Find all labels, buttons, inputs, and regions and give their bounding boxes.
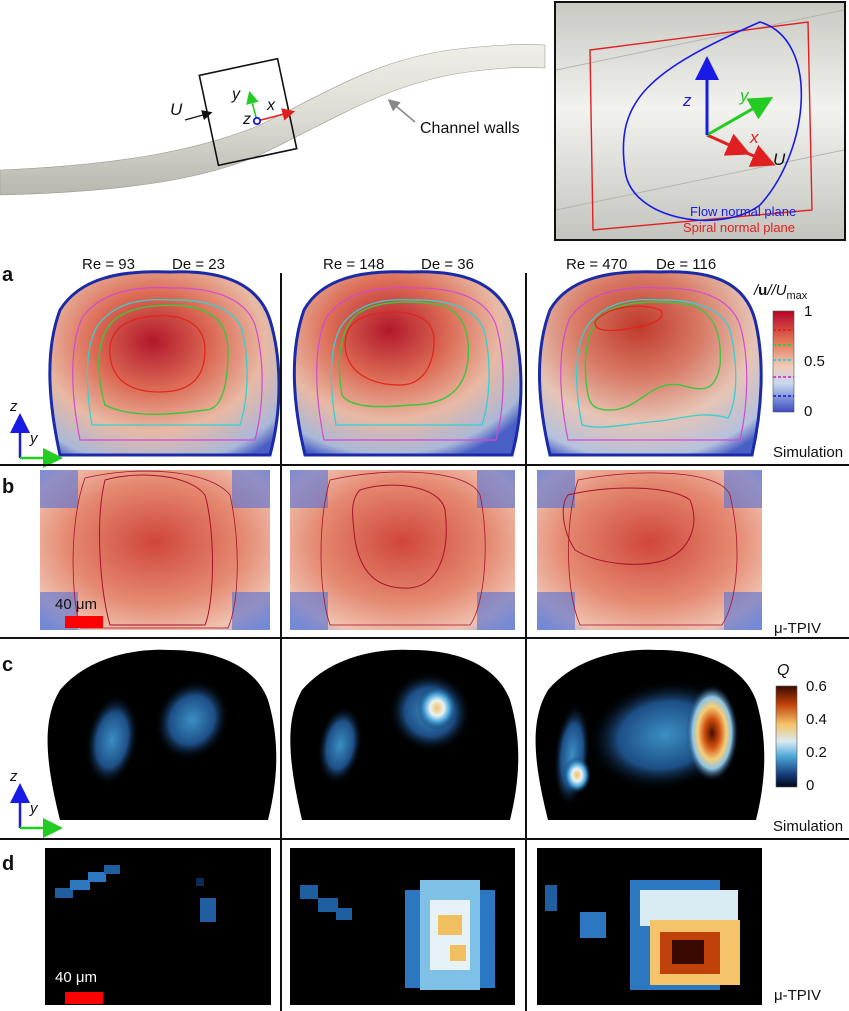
panel-label-d: d	[2, 853, 15, 875]
colorbar-a-tick-1: 1	[804, 303, 813, 320]
col2-de: De = 36	[421, 256, 474, 273]
scale-bar-d	[65, 992, 103, 1004]
channel-tube	[0, 44, 546, 196]
spiral-normal-plane	[589, 21, 813, 231]
colorbar-a-tick-0: 0	[804, 403, 813, 420]
inset-axis-y-label: y	[740, 86, 749, 105]
panel-label-c: c	[2, 654, 14, 676]
inset-flow-arrow	[739, 144, 776, 167]
axes-c-z-label: z	[10, 768, 18, 785]
panel-c-col2	[290, 649, 519, 820]
tube-axis-x-label: x	[267, 97, 275, 114]
axes-a-y-label: y	[30, 430, 38, 447]
panel-a-col2	[292, 270, 523, 457]
tube-z-axis-dot	[252, 116, 262, 126]
colorbar-a-title-bar1: /	[754, 282, 759, 299]
colorbar-a-title-umax: /U	[771, 282, 787, 299]
panel-label-a: a	[2, 264, 14, 286]
scale-bar-b-label: 40 μm	[55, 596, 97, 613]
inset-x-axis	[706, 133, 751, 156]
inset-axis-z-label: z	[683, 91, 692, 110]
col1-re: Re = 93	[82, 256, 135, 273]
panel-d-col2	[290, 848, 515, 1005]
colorbar-c-tick-02: 0.2	[806, 744, 827, 761]
colorbar-a-title: /u//Umax	[754, 282, 807, 302]
inset-y-axis	[706, 97, 774, 137]
tube-axis-z-label: z	[243, 111, 251, 128]
col1-de: De = 23	[172, 256, 225, 273]
panel-a-col3	[538, 270, 763, 457]
inset-flow-label: U	[773, 150, 786, 169]
caption-b: μ-TPIV	[774, 620, 821, 637]
column-divider-2	[525, 273, 527, 1011]
separator-ab	[0, 464, 849, 466]
inset-axis-x-label: x	[750, 128, 759, 147]
colorbar-c	[775, 685, 798, 788]
walls-pointer-arrow	[387, 99, 416, 123]
tube-section-box	[198, 57, 298, 167]
panel-a-col1	[48, 270, 281, 457]
colorbar-a-title-u: u	[758, 282, 768, 299]
caption-d: μ-TPIV	[774, 987, 821, 1004]
axes-a-z-label: z	[10, 398, 18, 415]
tube-x-axis	[256, 108, 296, 122]
separator-bc	[0, 637, 849, 639]
flow-normal-plane-label: Flow normal plane	[690, 204, 797, 219]
colorbar-a	[772, 310, 795, 413]
column-divider-1	[280, 273, 282, 1011]
scale-bar-d-label: 40 μm	[55, 969, 97, 986]
inset-tube-edge	[555, 9, 845, 211]
colorbar-c-tick-04: 0.4	[806, 711, 827, 728]
panel-b-col1	[40, 470, 270, 630]
panel-b-col2	[290, 470, 515, 630]
caption-c: Simulation	[773, 818, 844, 835]
separator-cd	[0, 838, 849, 840]
panel-d-col3	[537, 848, 762, 1005]
flow-velocity-label: U	[170, 100, 183, 119]
colorbar-a-title-sub: max	[786, 290, 808, 302]
spiral-normal-plane-label: Spiral normal plane	[683, 220, 796, 235]
tube-axis-y-label: y	[232, 86, 240, 103]
colorbar-c-title: Q	[777, 662, 790, 679]
panel-c-col1	[47, 649, 277, 820]
col3-de: De = 116	[656, 256, 717, 273]
colorbar-a-tick-05: 0.5	[804, 353, 825, 370]
panel-label-b: b	[2, 476, 15, 498]
scale-bar-b	[65, 616, 103, 628]
axes-c-y-label: y	[30, 800, 38, 817]
channel-walls-label: Channel walls	[420, 120, 520, 137]
col3-re: Re = 470	[566, 256, 628, 273]
flow-normal-plane	[622, 21, 803, 222]
colorbar-c-tick-0: 0	[806, 777, 815, 794]
panel-c-col3	[535, 649, 765, 820]
caption-a: Simulation	[773, 444, 844, 461]
tube-y-axis	[246, 90, 259, 122]
panel-d-col1	[45, 848, 271, 1005]
panel-b-col3	[537, 470, 762, 630]
colorbar-c-tick-06: 0.6	[806, 678, 827, 695]
colorbar-a-title-bar2: /	[767, 282, 772, 299]
flow-arrow	[184, 110, 213, 121]
col2-re: Re = 148	[323, 256, 385, 273]
